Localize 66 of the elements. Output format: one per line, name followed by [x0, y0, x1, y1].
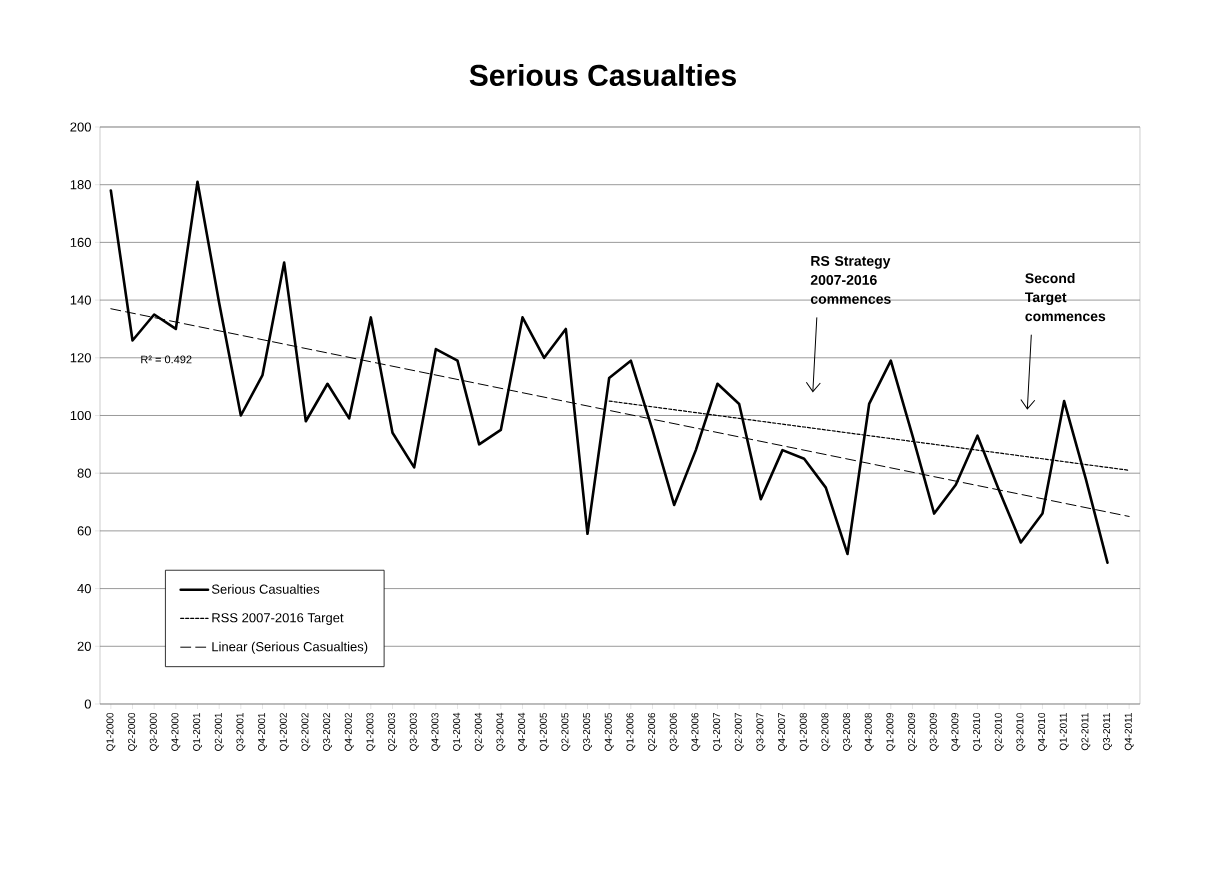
- x-tick-label: Q3-2008: [843, 712, 852, 751]
- x-tick-label: Q1-2010: [973, 712, 982, 751]
- x-tick-label: Q2-2006: [648, 712, 657, 751]
- y-tick-label: 0: [84, 699, 91, 709]
- x-tick-label: Q1-2009: [886, 712, 896, 751]
- x-tick-label: Q3-2011: [1103, 713, 1112, 751]
- x-tick-label: Q3-2005: [583, 712, 592, 751]
- x-tick-label: Q3-2010: [1016, 712, 1026, 751]
- x-tick-label: Q1-2005: [539, 712, 549, 751]
- y-tick-label: 180: [70, 180, 91, 190]
- x-tick-label: Q4-2005: [604, 712, 614, 751]
- annotation: Second Target commences: [1025, 272, 1106, 322]
- x-tick-label: Q4-2001: [258, 713, 267, 751]
- x-tick-label: Q4-2003: [431, 712, 441, 751]
- y-tick-label: 140: [70, 295, 91, 305]
- x-tick-label: Q2-2001: [214, 713, 224, 751]
- x-tick-label: Q4-2002: [344, 713, 354, 751]
- x-tick-label: Q3-2004: [496, 712, 506, 751]
- x-tick-label: Q1-2008: [799, 712, 809, 751]
- legend-label: Linear (Serious Casualties): [212, 641, 368, 654]
- annotation: RS Strategy 2007-2016 commences: [810, 255, 891, 304]
- x-tick-label: Q3-2006: [669, 712, 679, 751]
- y-tick-label: 20: [77, 641, 91, 651]
- y-tick-label: 60: [77, 526, 91, 536]
- x-tick-label: Q3-2007: [756, 713, 766, 751]
- x-tick-label: Q2-2010: [994, 712, 1004, 751]
- x-tick-label: Q3-2003: [409, 712, 419, 751]
- x-tick-label: Q1-2004: [453, 712, 462, 751]
- x-tick-label: Q3-2009: [929, 712, 939, 751]
- x-tick-label: Q2-2002: [301, 713, 311, 751]
- x-tick-label: Q4-2000: [171, 712, 181, 751]
- x-tick-label: Q2-2007: [734, 713, 744, 751]
- chart-title: Serious Casualties: [469, 63, 736, 87]
- x-tick-label: Q1-2000: [106, 712, 116, 751]
- annotation: R² = 0.492: [141, 355, 192, 364]
- x-tick-label: Q4-2009: [951, 712, 961, 751]
- x-tick-label: Q4-2007: [778, 713, 787, 751]
- x-tick-label: Q2-2004: [474, 712, 484, 751]
- x-tick-label: Q4-2004: [518, 712, 527, 751]
- y-tick-label: 80: [77, 468, 91, 478]
- x-tick-label: Q3-2002: [323, 713, 332, 751]
- x-tick-label: Q3-2000: [149, 712, 159, 751]
- x-tick-label: Q1-2007: [713, 713, 722, 751]
- x-tick-label: Q2-2011: [1081, 713, 1091, 751]
- legend-label: Serious Casualties: [211, 584, 320, 594]
- x-tick-label: Q4-2008: [864, 712, 874, 751]
- y-tick-label: 120: [70, 353, 91, 363]
- x-tick-label: Q1-2003: [366, 712, 376, 751]
- x-tick-label: Q2-2000: [128, 712, 137, 751]
- x-tick-label: Q2-2009: [908, 712, 917, 751]
- x-tick-label: Q1-2006: [626, 712, 636, 751]
- legend-label: RSS 2007-2016 Target: [212, 613, 344, 625]
- x-tick-label: Q4-2011: [1124, 713, 1134, 751]
- x-tick-label: Q1-2002: [279, 713, 289, 751]
- x-tick-label: Q2-2003: [388, 712, 397, 751]
- x-tick-label: Q4-2006: [691, 712, 701, 751]
- y-tick-label: 100: [70, 410, 91, 421]
- y-tick-label: 200: [70, 122, 91, 132]
- x-tick-label: Q1-2001: [193, 713, 202, 751]
- x-tick-label: Q2-2008: [821, 712, 831, 751]
- y-tick-label: 160: [70, 237, 91, 247]
- x-tick-label: Q2-2005: [561, 712, 571, 751]
- x-tick-label: Q3-2001: [236, 713, 246, 751]
- y-tick-label: 40: [77, 583, 91, 594]
- x-tick-label: Q4-2010: [1038, 712, 1047, 751]
- x-tick-label: Q1-2011: [1059, 713, 1069, 751]
